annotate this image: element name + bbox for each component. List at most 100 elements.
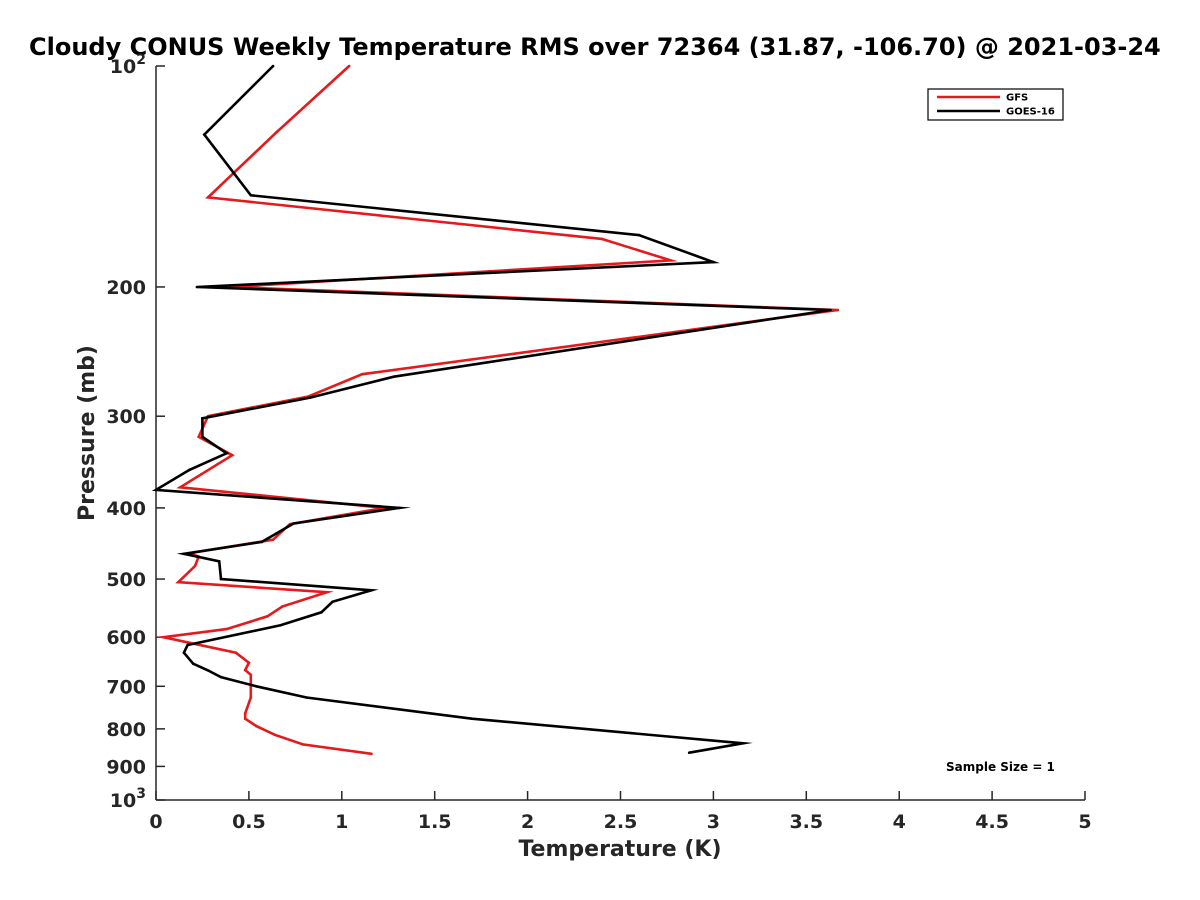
data-point — [301, 743, 305, 746]
data-point — [600, 237, 604, 241]
axes: 0 0.5 1 1.5 2 2.5 3 3.5 4 4.5 51022003004005006007… — [106, 52, 1091, 833]
data-point — [203, 133, 206, 136]
y-tick-label: 102 — [110, 52, 146, 78]
data-point — [195, 285, 199, 289]
data-point — [281, 605, 284, 608]
data-point — [234, 651, 238, 654]
x-tick-label: 5 — [1078, 811, 1091, 833]
data-point — [836, 308, 840, 312]
data-point — [331, 600, 334, 604]
y-tick-label: 900 — [106, 756, 146, 778]
series-line-goes-16 — [151, 65, 831, 754]
series-goes-16 — [151, 64, 832, 754]
y-tick-exponent: 3 — [136, 786, 146, 802]
x-tick-label: 1 — [335, 811, 348, 833]
data-point — [206, 669, 210, 672]
y-tick-exponent: 2 — [136, 52, 146, 68]
data-point — [219, 675, 223, 679]
data-point — [347, 64, 351, 68]
data-point — [177, 580, 180, 584]
y-axis-label: Pressure (mb) — [75, 345, 100, 521]
data-point — [201, 417, 204, 420]
x-tick-label: 0 — [149, 811, 162, 833]
data-point — [225, 452, 228, 455]
legend: GFS GOES-16 — [927, 88, 1064, 121]
data-point — [219, 577, 223, 581]
x-tick-label: 4.5 — [975, 811, 1009, 833]
y-tick-base: 400 — [106, 498, 146, 520]
data-point — [249, 696, 253, 699]
data-point — [308, 396, 312, 399]
y-tick-base: 600 — [106, 627, 146, 649]
x-tick-label: 3.5 — [789, 811, 823, 833]
data-point — [305, 696, 308, 699]
x-tick-label: 0.5 — [232, 811, 266, 833]
sample-size-annotation: Sample Size = 1 — [946, 760, 1055, 774]
data-point — [191, 662, 195, 665]
y-tick-base: 500 — [106, 569, 146, 591]
data-point — [230, 453, 234, 457]
y-tick-base: 700 — [106, 676, 146, 698]
y-tick-label: 103 — [110, 786, 146, 812]
data-point — [182, 651, 186, 654]
y-tick-base: 900 — [106, 756, 146, 778]
data-point — [320, 611, 323, 614]
data-point — [154, 488, 158, 492]
data-point — [182, 552, 186, 556]
data-point — [178, 486, 182, 489]
data-point — [325, 590, 329, 594]
y-tick-base: 10 — [110, 56, 136, 78]
data-point — [273, 733, 277, 737]
data-point — [225, 627, 228, 631]
y-tick-base: 800 — [106, 719, 146, 741]
data-point — [279, 624, 282, 627]
y-tick-label: 700 — [106, 676, 146, 698]
data-point — [360, 372, 364, 376]
y-tick-label: 600 — [106, 627, 146, 649]
data-point — [470, 717, 474, 720]
data-point — [712, 260, 715, 264]
data-point — [249, 194, 253, 197]
y-tick-base: 200 — [106, 277, 146, 299]
x-axis-label: Temperature (K) — [518, 837, 721, 862]
legend-label-gfs: GFS — [1006, 93, 1028, 104]
data-point — [271, 64, 275, 68]
data-point — [687, 751, 691, 754]
y-tick-label: 200 — [106, 277, 146, 299]
data-point — [669, 259, 672, 262]
series-gfs — [155, 64, 840, 756]
data-point — [254, 724, 258, 728]
data-point — [243, 668, 247, 672]
data-point — [370, 752, 373, 756]
data-point — [243, 717, 247, 720]
data-point — [186, 643, 189, 647]
data-point — [370, 589, 373, 592]
data-point — [206, 196, 210, 199]
data-point — [741, 742, 745, 745]
data-point — [247, 661, 251, 664]
chart-title: Cloudy CONUS Weekly Temperature RMS over… — [29, 33, 1161, 61]
data-point — [217, 560, 221, 563]
series-line-gfs — [155, 65, 839, 756]
data-point — [201, 435, 204, 439]
plot-series — [151, 64, 840, 756]
y-tick-label: 500 — [106, 569, 146, 591]
data-point — [197, 435, 200, 439]
data-point — [188, 468, 191, 472]
data-point — [254, 685, 258, 688]
data-point — [193, 564, 197, 568]
y-tick-base: 10 — [110, 790, 136, 812]
y-tick-label: 300 — [106, 406, 146, 428]
data-point — [249, 673, 253, 676]
data-point — [292, 522, 295, 525]
y-tick-label: 400 — [106, 498, 146, 520]
data-point — [271, 538, 275, 541]
y-tick-base: 300 — [106, 406, 146, 428]
x-tick-label: 2 — [521, 811, 534, 833]
data-point — [392, 375, 396, 379]
data-point — [266, 615, 269, 618]
data-point — [829, 308, 832, 312]
legend-label-goes-16: GOES-16 — [1006, 107, 1055, 118]
